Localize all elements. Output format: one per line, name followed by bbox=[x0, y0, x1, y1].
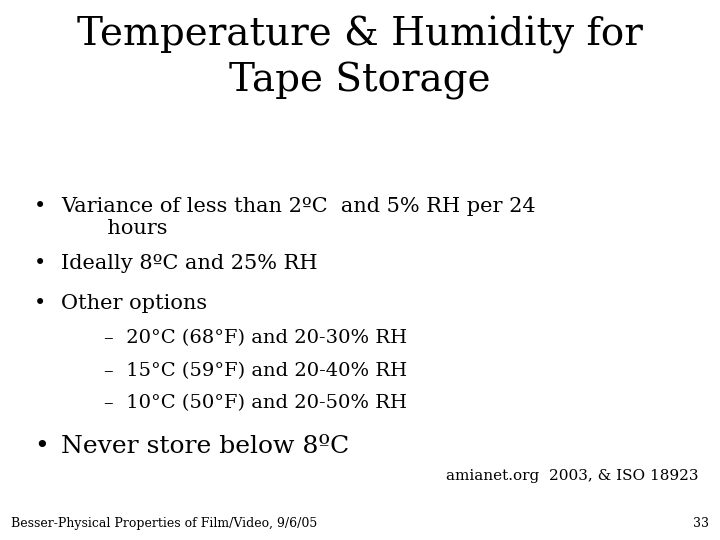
Text: Other options: Other options bbox=[61, 294, 207, 313]
Text: Besser-Physical Properties of Film/Video, 9/6/05: Besser-Physical Properties of Film/Video… bbox=[11, 517, 317, 530]
Text: 33: 33 bbox=[693, 517, 709, 530]
Text: Temperature & Humidity for
Tape Storage: Temperature & Humidity for Tape Storage bbox=[77, 16, 643, 99]
Text: Ideally 8ºC and 25% RH: Ideally 8ºC and 25% RH bbox=[61, 254, 318, 273]
Text: •: • bbox=[34, 254, 46, 273]
Text: –  15°C (59°F) and 20-40% RH: – 15°C (59°F) and 20-40% RH bbox=[104, 362, 408, 380]
Text: Variance of less than 2ºC  and 5% RH per 24
       hours: Variance of less than 2ºC and 5% RH per … bbox=[61, 197, 536, 238]
Text: •: • bbox=[34, 294, 46, 313]
Text: amianet.org  2003, & ISO 18923: amianet.org 2003, & ISO 18923 bbox=[446, 469, 699, 483]
Text: –  10°C (50°F) and 20-50% RH: – 10°C (50°F) and 20-50% RH bbox=[104, 394, 408, 412]
Text: Never store below 8ºC: Never store below 8ºC bbox=[61, 435, 349, 458]
Text: –  20°C (68°F) and 20-30% RH: – 20°C (68°F) and 20-30% RH bbox=[104, 329, 408, 347]
Text: •: • bbox=[34, 197, 46, 216]
Text: •: • bbox=[34, 435, 48, 458]
